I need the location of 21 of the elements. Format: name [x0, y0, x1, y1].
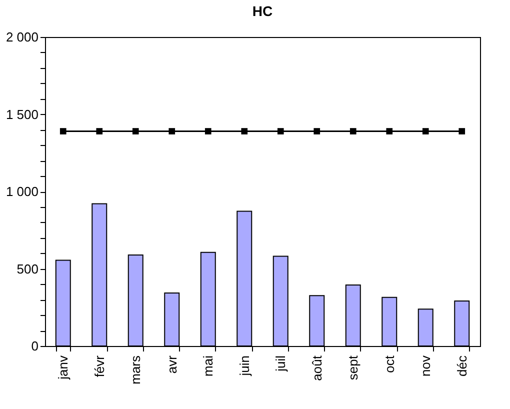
y-tick-label: 1 500	[6, 106, 38, 122]
y-tick-label: 0	[31, 338, 38, 354]
x-tick-label: mai	[200, 355, 216, 376]
x-tick-label: août	[309, 355, 324, 381]
bar	[236, 210, 252, 346]
x-tick-label: mars	[128, 355, 144, 384]
x-tick-label: oct	[382, 355, 397, 373]
y-tick-label: 1 000	[6, 184, 38, 199]
bar	[92, 203, 108, 346]
x-tick-label: déc	[454, 355, 470, 376]
y-tick-label: 500	[16, 261, 38, 276]
y-tick-label: 2 000	[6, 30, 38, 44]
x-tick-label: juin	[236, 356, 252, 377]
x-tick-label: janv	[56, 355, 71, 380]
x-tick-label: avr	[164, 354, 180, 374]
x-tick-label: sept	[346, 355, 361, 380]
chart-title: HC	[252, 3, 273, 19]
x-tick-label: nov	[418, 355, 434, 376]
x-tick-label: juil	[273, 355, 288, 372]
bar	[382, 296, 398, 346]
x-tick-label: févr	[92, 354, 107, 378]
